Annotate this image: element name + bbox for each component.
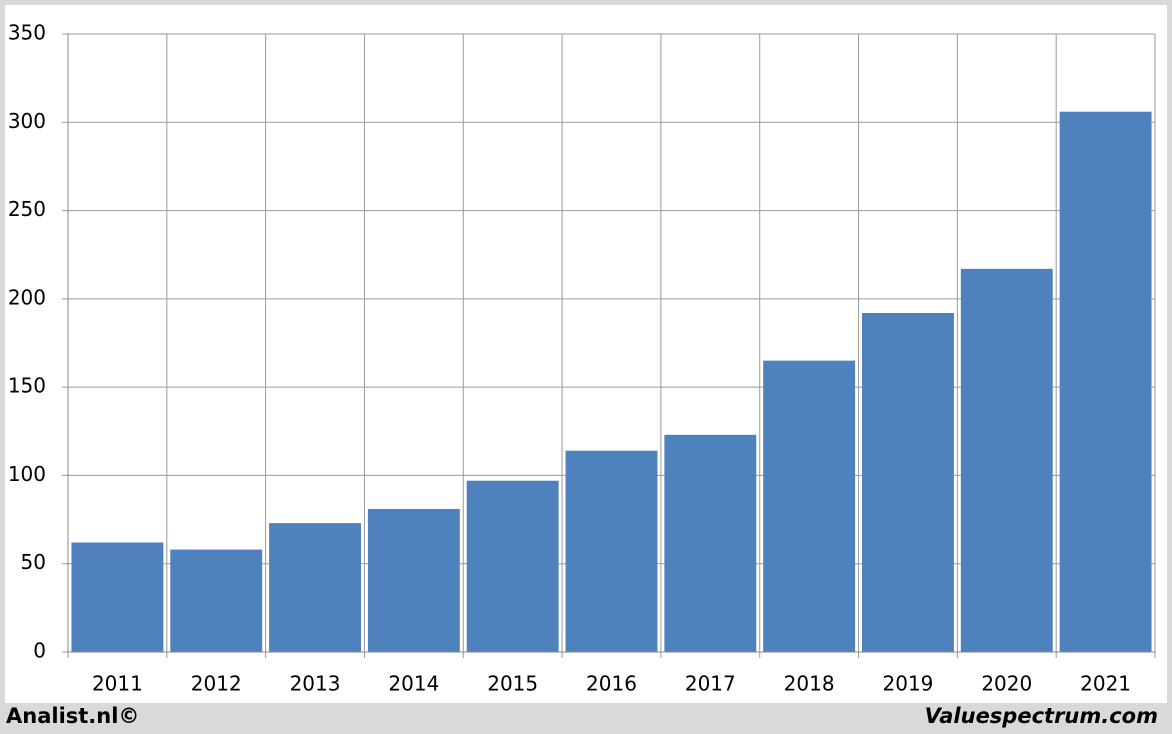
bar xyxy=(664,434,757,652)
x-tick-label: 2019 xyxy=(883,672,934,696)
x-tick-label: 2014 xyxy=(388,672,439,696)
bar xyxy=(170,549,263,652)
footer-right: Valuespectrum.com xyxy=(925,704,1158,728)
bar xyxy=(466,480,559,652)
x-tick-label: 2015 xyxy=(487,672,538,696)
bar xyxy=(565,450,658,652)
bar xyxy=(367,508,460,652)
y-tick-label: 300 xyxy=(8,109,46,133)
y-tick-label: 150 xyxy=(8,374,46,398)
x-tick-label: 2018 xyxy=(784,672,835,696)
x-tick-label: 2012 xyxy=(191,672,242,696)
x-tick-label: 2021 xyxy=(1080,672,1131,696)
x-tick-label: 2016 xyxy=(586,672,637,696)
y-tick-label: 250 xyxy=(8,197,46,221)
y-tick-label: 50 xyxy=(21,550,46,574)
bar xyxy=(862,312,954,652)
bar xyxy=(1059,111,1152,653)
x-tick-label: 2020 xyxy=(981,672,1032,696)
footer-left: Analist.nl© xyxy=(6,704,139,728)
x-tick-label: 2013 xyxy=(290,672,341,696)
bar xyxy=(960,268,1053,652)
y-tick-label: 200 xyxy=(8,285,46,309)
x-tick-label: 2017 xyxy=(685,672,736,696)
bar xyxy=(763,360,856,652)
y-tick-label: 350 xyxy=(8,21,46,45)
bar xyxy=(269,523,361,652)
y-tick-label: 100 xyxy=(8,462,46,486)
x-tick-label: 2011 xyxy=(92,672,143,696)
bar xyxy=(71,542,164,652)
y-tick-label: 0 xyxy=(33,639,46,663)
